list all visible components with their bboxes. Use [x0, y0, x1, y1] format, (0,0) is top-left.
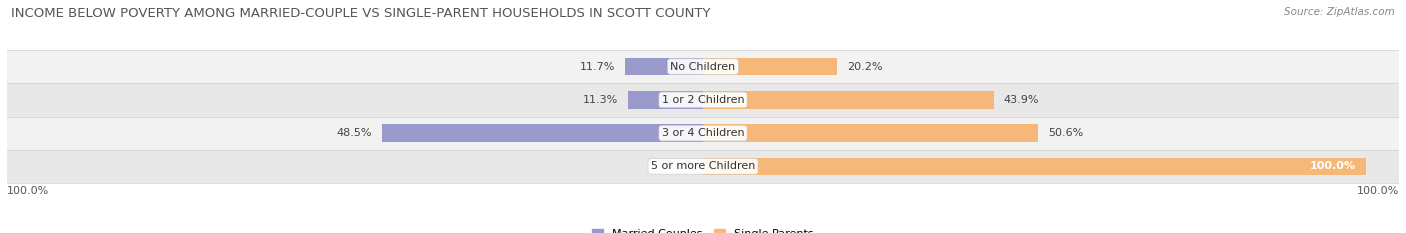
- Bar: [703, 58, 837, 75]
- Bar: [7, 116, 1399, 150]
- Text: 5 or more Children: 5 or more Children: [651, 161, 755, 171]
- Text: 43.9%: 43.9%: [1004, 95, 1039, 105]
- Bar: [703, 91, 994, 109]
- Text: 100.0%: 100.0%: [1357, 186, 1399, 196]
- Bar: [628, 91, 703, 109]
- Text: 100.0%: 100.0%: [7, 186, 49, 196]
- Legend: Married Couples, Single Parents: Married Couples, Single Parents: [588, 224, 818, 233]
- Text: 48.5%: 48.5%: [336, 128, 371, 138]
- Text: 50.6%: 50.6%: [1049, 128, 1084, 138]
- Bar: [703, 158, 1365, 175]
- Bar: [7, 150, 1399, 183]
- Bar: [381, 124, 703, 142]
- Text: 1 or 2 Children: 1 or 2 Children: [662, 95, 744, 105]
- Bar: [7, 50, 1399, 83]
- Text: 11.3%: 11.3%: [583, 95, 619, 105]
- Text: 3 or 4 Children: 3 or 4 Children: [662, 128, 744, 138]
- Text: No Children: No Children: [671, 62, 735, 72]
- Bar: [626, 58, 703, 75]
- Text: INCOME BELOW POVERTY AMONG MARRIED-COUPLE VS SINGLE-PARENT HOUSEHOLDS IN SCOTT C: INCOME BELOW POVERTY AMONG MARRIED-COUPL…: [11, 7, 711, 20]
- Bar: [703, 124, 1039, 142]
- Bar: [7, 83, 1399, 116]
- Text: 0.0%: 0.0%: [665, 161, 693, 171]
- Text: 20.2%: 20.2%: [846, 62, 883, 72]
- Text: Source: ZipAtlas.com: Source: ZipAtlas.com: [1284, 7, 1395, 17]
- Text: 11.7%: 11.7%: [581, 62, 616, 72]
- Text: 100.0%: 100.0%: [1310, 161, 1355, 171]
